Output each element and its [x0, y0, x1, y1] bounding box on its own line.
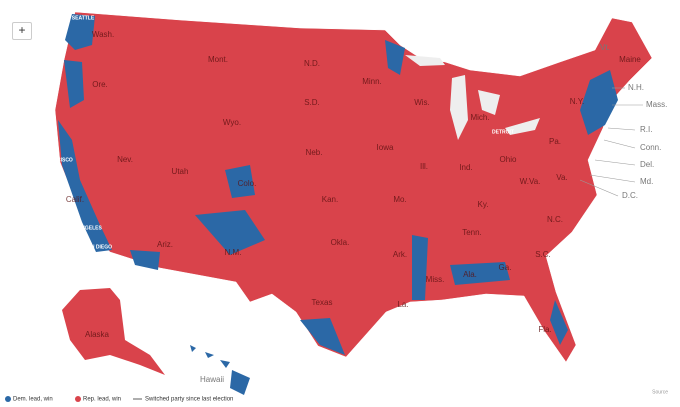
- alaska: [62, 288, 165, 375]
- state-label: La.: [397, 300, 408, 309]
- zoom-button[interactable]: +: [12, 22, 32, 40]
- leader-lines: [579, 87, 643, 197]
- state-label: Ill.: [420, 162, 428, 171]
- legend-label: Rep. lead, win: [83, 397, 121, 403]
- mississippi: [412, 235, 428, 300]
- state-label: Alaska: [85, 330, 110, 339]
- state-label: Hawaii: [200, 375, 224, 384]
- state-label: Pa.: [549, 137, 561, 146]
- state-label: Okla.: [331, 238, 350, 247]
- state-label: Ariz.: [157, 240, 173, 249]
- state-label: Neb.: [306, 148, 323, 157]
- florida: [550, 300, 568, 345]
- state-label: Mass.: [646, 100, 667, 109]
- state-label: Minn.: [362, 77, 382, 86]
- state-label: Utah: [172, 167, 189, 176]
- state-label: Ky.: [478, 200, 489, 209]
- arizona: [130, 250, 160, 270]
- state-label: N.H.: [628, 83, 644, 92]
- state-label: Ark.: [393, 250, 407, 259]
- state-label: Ala.: [463, 270, 477, 279]
- state-label: Ind.: [459, 163, 472, 172]
- state-label: Iowa: [377, 143, 394, 152]
- puget: [65, 14, 95, 50]
- state-label: Miss.: [426, 275, 445, 284]
- state-label: N.D.: [304, 59, 320, 68]
- state-label: Mich.: [470, 113, 489, 122]
- new-mexico: [195, 210, 265, 255]
- city-label: DETROIT: [492, 129, 514, 135]
- city-label: LOS ANGELES: [66, 225, 102, 231]
- state-label: Del.: [640, 160, 654, 169]
- state-label: Wyo.: [223, 118, 241, 127]
- legend-swatch: [5, 396, 11, 402]
- legend-label: Switched party since last election: [145, 397, 233, 403]
- state-label: Texas: [312, 298, 333, 307]
- state-label: Conn.: [640, 143, 661, 152]
- state-label: Kan.: [322, 195, 338, 204]
- state-label: Maine: [619, 55, 641, 64]
- colorado: [225, 165, 255, 198]
- legend-swatch: [75, 396, 81, 402]
- state-label: S.C.: [535, 250, 551, 259]
- great-lakes: [405, 55, 540, 140]
- state-label: D.C.: [622, 191, 638, 200]
- source: Source: [652, 389, 668, 395]
- black-belt: [450, 262, 510, 285]
- state-label: N.Y.: [570, 97, 585, 106]
- state-label: Nev.: [117, 155, 133, 164]
- legend-label: Dem. lead, win: [13, 397, 53, 403]
- state-label: Wash.: [92, 30, 114, 39]
- hawaii: [190, 345, 250, 395]
- state-label: Md.: [640, 177, 653, 186]
- northeast: [580, 70, 618, 135]
- state-label: Va.: [556, 173, 567, 182]
- south-texas: [300, 318, 345, 355]
- state-label: W.Va.: [520, 177, 541, 186]
- city-label: SEATTLE: [72, 15, 95, 21]
- state-label: Mo.: [393, 195, 406, 204]
- legend: Dem. lead, win Rep. lead, win Switched p…: [5, 396, 233, 403]
- state-label: Ohio: [500, 155, 517, 164]
- state-label: Mont.: [208, 55, 228, 64]
- state-label: N.M.: [225, 248, 242, 257]
- city-label: SAN DIEGO: [84, 244, 112, 250]
- state-label: Calif.: [66, 195, 84, 204]
- state-label: Fla.: [538, 325, 551, 334]
- state-label: Ore.: [92, 80, 108, 89]
- state-label: Ga.: [499, 263, 512, 272]
- state-label: N.C.: [547, 215, 563, 224]
- minnesota: [385, 40, 405, 75]
- contiguous-us: [54, 11, 653, 363]
- land: [54, 11, 653, 395]
- dem-areas: [58, 14, 618, 355]
- oregon-coast: [64, 60, 84, 108]
- state-label: R.I.: [640, 125, 652, 134]
- city-label: SAN FRANCISCO: [31, 157, 73, 163]
- state-label: Colo.: [238, 179, 257, 188]
- state-label: Vt.: [600, 43, 610, 52]
- state-label: S.D.: [304, 98, 320, 107]
- state-label: Wis.: [414, 98, 430, 107]
- labels: SEATTLE SAN FRANCISCO LOS ANGELES SAN DIEGO…: [31, 15, 667, 384]
- west-coast: [58, 120, 112, 252]
- state-label: Tenn.: [462, 228, 482, 237]
